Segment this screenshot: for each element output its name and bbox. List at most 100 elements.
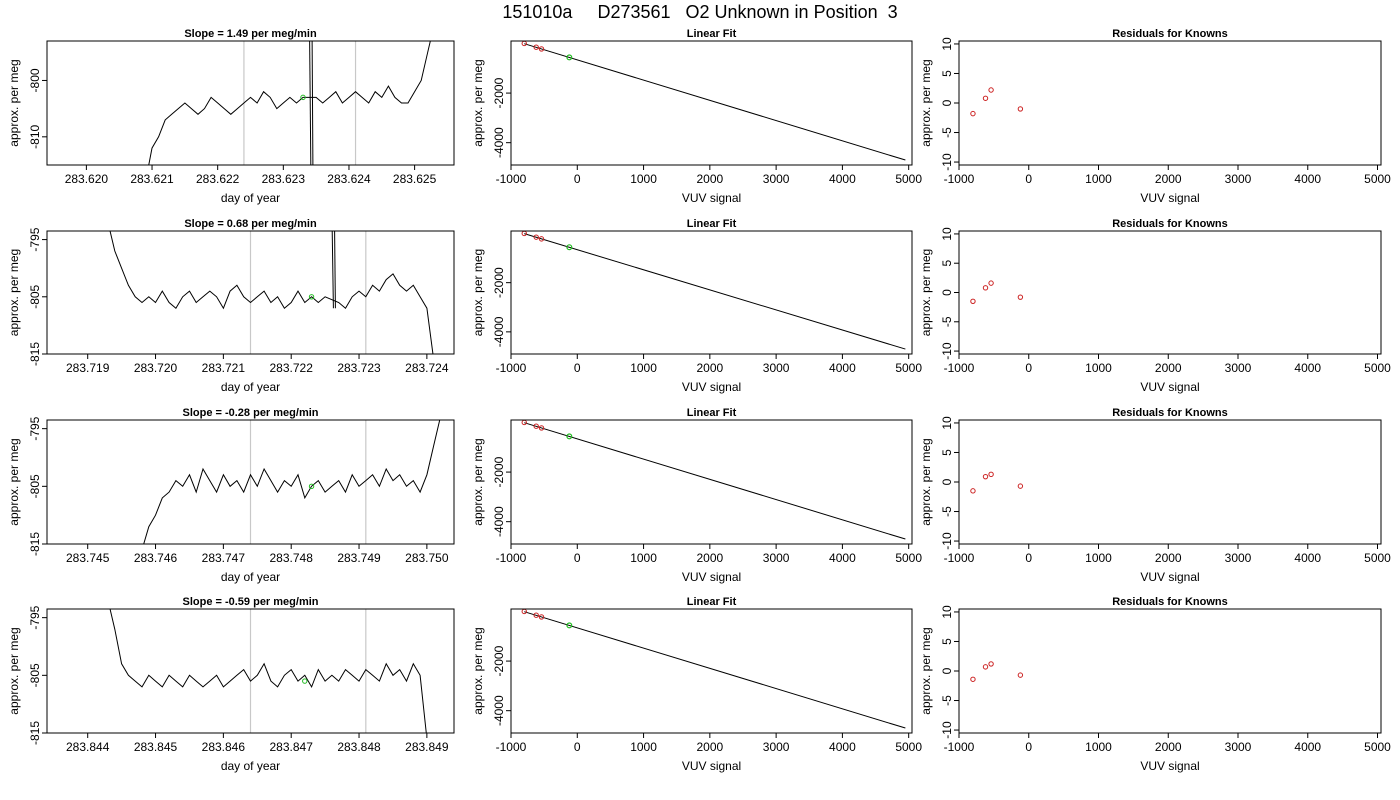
known-point bbox=[521, 231, 527, 237]
y-tick-label: -815 bbox=[28, 532, 42, 556]
x-tick-label: 283.847 bbox=[270, 740, 314, 754]
y-tick-label: -805 bbox=[28, 474, 42, 498]
y-tick-label: -4000 bbox=[492, 316, 506, 347]
fit-line bbox=[524, 43, 906, 161]
plot-frame bbox=[510, 40, 913, 166]
signal-spike bbox=[309, 41, 312, 165]
x-tick-label: 3000 bbox=[763, 172, 790, 186]
x-tick-label: 283.848 bbox=[337, 740, 381, 754]
y-tick-label: -4000 bbox=[492, 506, 506, 537]
signal-spike bbox=[334, 231, 336, 309]
y-tick-label: -10 bbox=[940, 721, 954, 739]
panel-resid-1: Residuals for Knowns -1000 0 1000 2000 3000 40… bbox=[919, 28, 1391, 205]
x-tick-label: 2000 bbox=[1155, 361, 1182, 375]
plot-frame bbox=[510, 608, 913, 734]
residual-point bbox=[988, 280, 994, 286]
panel-trace-2: Slope = 0.68 per meg/min 283.719 283.720 28… bbox=[7, 218, 455, 394]
y-axis-label: approx. per meg bbox=[471, 438, 485, 525]
plot-frame bbox=[46, 230, 455, 355]
x-tick-label: 283.748 bbox=[270, 551, 314, 565]
known-point bbox=[538, 46, 545, 52]
x-axis-label: VUV signal bbox=[682, 380, 741, 394]
y-tick-label: -10 bbox=[940, 153, 954, 171]
panel-title: Slope = -0.28 per meg/min bbox=[182, 407, 318, 419]
panel-title: Linear Fit bbox=[687, 407, 737, 419]
known-point bbox=[538, 236, 545, 242]
x-tick-label: 283.750 bbox=[405, 551, 449, 565]
x-axis-label: VUV signal bbox=[682, 570, 741, 584]
plot-area bbox=[970, 661, 1024, 682]
x-axis-label: VUV signal bbox=[1140, 759, 1199, 773]
x-tick-label: 4000 bbox=[1294, 361, 1321, 375]
x-axis-label: VUV signal bbox=[682, 759, 741, 773]
x-tick-label: 1000 bbox=[630, 740, 657, 754]
x-tick-label: 283.745 bbox=[66, 551, 110, 565]
x-tick-label: 3000 bbox=[1225, 172, 1252, 186]
y-tick-label: 5 bbox=[940, 260, 954, 267]
unknown-marker bbox=[302, 678, 308, 684]
x-tick-label: 283.625 bbox=[393, 172, 437, 186]
x-tick-label: 1000 bbox=[630, 172, 657, 186]
panel-resid-4: Residuals for Knowns -1000 0 1000 2000 3000 40… bbox=[919, 596, 1391, 773]
x-tick-label: 283.747 bbox=[202, 551, 246, 565]
y-tick-label: -805 bbox=[28, 284, 42, 308]
y-tick-label: 10 bbox=[940, 605, 954, 619]
y-tick-label: -4000 bbox=[492, 127, 506, 158]
x-tick-label: 4000 bbox=[829, 740, 856, 754]
panel-trace-3: Slope = -0.28 per meg/min 283.745 283.746 2… bbox=[7, 407, 455, 584]
residual-point bbox=[1017, 106, 1024, 112]
y-tick-label: 0 bbox=[940, 99, 954, 106]
panel-title: Residuals for Knowns bbox=[1112, 28, 1228, 40]
x-tick-label: 0 bbox=[574, 740, 581, 754]
x-tick-label: 1000 bbox=[1085, 740, 1112, 754]
x-tick-label: 4000 bbox=[829, 172, 856, 186]
x-tick-label: 5000 bbox=[895, 551, 922, 565]
y-tick-label: -4000 bbox=[492, 695, 506, 726]
y-tick-label: 0 bbox=[940, 478, 954, 485]
known-point bbox=[521, 609, 527, 615]
panel-title: Residuals for Knowns bbox=[1112, 596, 1228, 608]
x-axis-label: day of year bbox=[221, 759, 280, 773]
unknown-point bbox=[566, 433, 573, 440]
x-tick-label: 4000 bbox=[829, 551, 856, 565]
plot-frame bbox=[46, 419, 455, 545]
y-tick-label: -795 bbox=[28, 605, 42, 629]
x-tick-label: 0 bbox=[1025, 172, 1032, 186]
x-tick-label: -1000 bbox=[496, 361, 527, 375]
x-tick-label: 283.720 bbox=[134, 361, 178, 375]
residual-point bbox=[982, 664, 989, 670]
x-tick-label: 283.846 bbox=[202, 740, 246, 754]
plot-area bbox=[970, 87, 1024, 117]
panel-fit-3: Linear Fit -1000 0 1000 2000 3000 4000 5000 -200… bbox=[471, 407, 922, 584]
residual-point bbox=[1017, 294, 1024, 300]
x-tick-label: 3000 bbox=[763, 361, 790, 375]
x-tick-label: 0 bbox=[1025, 551, 1032, 565]
panel-title: Slope = 0.68 per meg/min bbox=[184, 218, 317, 230]
x-tick-label: 283.719 bbox=[66, 361, 110, 375]
signal-trace bbox=[148, 41, 431, 165]
plot-area bbox=[521, 420, 906, 540]
panel-fit-1: Linear Fit -1000 0 1000 2000 3000 4000 5000 -200… bbox=[471, 28, 922, 205]
x-tick-label: 5000 bbox=[1364, 740, 1391, 754]
y-tick-label: -2000 bbox=[492, 267, 506, 298]
x-tick-label: 5000 bbox=[895, 172, 922, 186]
residual-point bbox=[970, 488, 976, 494]
plot-frame bbox=[958, 40, 1382, 166]
x-tick-label: 283.621 bbox=[130, 172, 174, 186]
x-tick-label: 2000 bbox=[696, 172, 723, 186]
x-axis-label: day of year bbox=[221, 380, 280, 394]
y-tick-label: -805 bbox=[28, 663, 42, 687]
residual-point bbox=[982, 473, 989, 480]
residual-point bbox=[982, 285, 989, 291]
plot-frame bbox=[958, 419, 1382, 545]
plot-frame bbox=[958, 608, 1382, 734]
known-point bbox=[521, 420, 527, 426]
x-tick-label: 283.746 bbox=[134, 551, 178, 565]
residual-point bbox=[970, 110, 976, 117]
y-tick-label: 10 bbox=[940, 416, 954, 430]
y-tick-label: -5 bbox=[940, 695, 954, 706]
x-tick-label: -1000 bbox=[944, 551, 975, 565]
y-axis-label: approx. per meg bbox=[471, 59, 485, 146]
x-tick-label: 4000 bbox=[1294, 551, 1321, 565]
